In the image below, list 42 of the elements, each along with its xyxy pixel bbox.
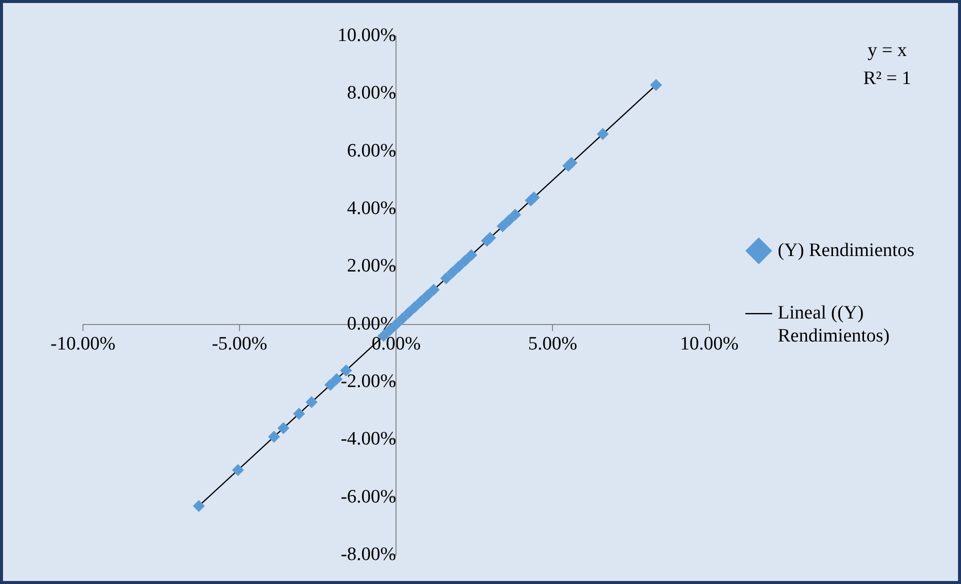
- point: [232, 464, 244, 476]
- y-tick-label: -2.00%: [340, 370, 396, 392]
- point: [421, 290, 434, 302]
- y-tick-label: 10.00%: [338, 24, 396, 46]
- text: y = x: [868, 40, 908, 61]
- point: [496, 220, 509, 232]
- y-tick-label: 2.00%: [347, 256, 396, 277]
- point: [440, 272, 452, 284]
- point: [192, 500, 205, 512]
- point: [268, 430, 280, 443]
- point: [596, 128, 609, 140]
- point: [293, 408, 306, 420]
- point: [277, 422, 290, 434]
- point: [324, 378, 336, 391]
- y-tick-label: -6.00%: [340, 486, 396, 508]
- point: [396, 312, 408, 325]
- point: [465, 249, 478, 262]
- point: [459, 254, 472, 267]
- point: [446, 266, 458, 278]
- x-tick-label: 10.00%: [680, 334, 739, 355]
- point: [306, 396, 318, 408]
- x-tick-label: -10.00%: [50, 334, 116, 355]
- legend-label: (Y) Rendimientos: [778, 240, 914, 261]
- point: [408, 301, 421, 314]
- y-tick-label: -8.00%: [340, 544, 396, 565]
- point: [415, 295, 428, 308]
- legend-label: Lineal ((Y) Rendimientos): [778, 302, 890, 346]
- point: [509, 208, 522, 221]
- point: [484, 232, 496, 244]
- point: [428, 284, 440, 296]
- point: [650, 79, 662, 92]
- y-tick-label: -4.00%: [340, 428, 396, 450]
- x-tick-label: 5.00%: [528, 334, 578, 355]
- x-tick-label: 0.00%: [372, 334, 421, 355]
- x-tick-label: -5.00%: [212, 334, 268, 355]
- point: [502, 214, 515, 227]
- point: [452, 260, 465, 273]
- y-tick-label: 4.00%: [347, 198, 396, 219]
- y-tick-label: 8.00%: [347, 82, 396, 104]
- point: [402, 306, 415, 319]
- y-tick-label: 6.00%: [347, 140, 396, 162]
- text: R² = 1: [863, 68, 912, 89]
